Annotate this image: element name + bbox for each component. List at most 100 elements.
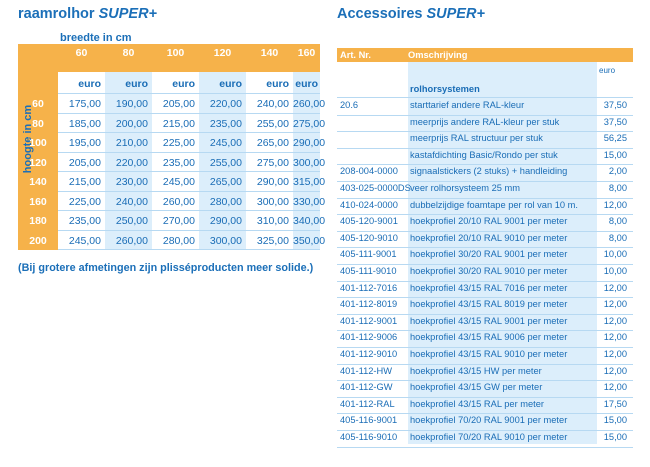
price-cell: 265,00 — [256, 137, 289, 149]
article-description: signaalstickers (2 stuks) + handleiding — [410, 166, 568, 177]
price-cell: 200,00 — [115, 117, 148, 130]
row-label-band — [38, 72, 58, 250]
price-cell: 220,00 — [115, 156, 148, 169]
accessories-header — [337, 48, 633, 62]
article-number: 405-120-9010 — [340, 232, 398, 243]
accessory-row: 405-116-9001 hoekprofiel 70/20 RAL 9001 p… — [337, 413, 633, 431]
price-cell: 240,00 — [115, 195, 148, 208]
article-price: 17,50 — [603, 398, 627, 409]
row-rule — [58, 171, 320, 172]
accessory-row: 401-112-GW hoekprofiel 43/15 GW per meter… — [337, 380, 633, 398]
accessory-row: 405-111-9010 hoekprofiel 30/20 RAL 9010 p… — [337, 264, 633, 282]
height-row-120: 120 — [29, 156, 47, 169]
article-number: 401-112-RAL — [340, 398, 395, 409]
euro-label: euro — [295, 78, 318, 90]
article-description: hoekprofiel 30/20 RAL 9010 per meter — [410, 266, 568, 276]
accessory-row: meerprijs andere RAL-kleur per stuk 37,50 — [337, 115, 633, 133]
article-number: 405-116-9010 — [340, 432, 398, 442]
article-description: hoekprofiel 20/10 RAL 9010 per meter — [410, 232, 568, 243]
width-col-160: 160 — [297, 47, 316, 59]
price-cell: 175,00 — [68, 98, 101, 110]
currency-label: euro — [599, 66, 616, 75]
price-cell: 245,00 — [209, 137, 242, 149]
col-artnr-header: Art. Nr. — [340, 50, 371, 60]
col-shade-3 — [293, 72, 320, 250]
height-row-80: 80 — [32, 117, 44, 130]
price-cell: 350,00 — [293, 234, 326, 247]
row-rule — [58, 210, 320, 211]
price-cell: 245,00 — [162, 176, 195, 188]
article-price: 10,00 — [603, 249, 627, 260]
height-row-180: 180 — [29, 215, 47, 227]
article-number: 401-112-9006 — [340, 332, 398, 343]
header-rule — [58, 93, 320, 94]
accessory-row: 20.6 starttarief andere RAL-kleur 37,50 — [337, 98, 633, 116]
article-price: 12,00 — [603, 299, 627, 310]
article-price: 37,50 — [603, 100, 627, 110]
article-description: hoekprofiel 43/15 RAL per meter — [410, 398, 545, 409]
article-description: hoekprofiel 43/15 HW per meter — [410, 365, 542, 376]
width-col-120: 120 — [213, 47, 232, 59]
width-label: breedte in cm — [60, 32, 132, 44]
article-price: 12,00 — [603, 332, 627, 343]
right-title-main: Accessoires — [337, 6, 427, 22]
article-number: 401-112-9010 — [340, 349, 398, 359]
price-cell: 230,00 — [115, 176, 148, 188]
section-label: rolhorsystemen — [410, 84, 480, 94]
accessory-row: 405-116-9010 hoekprofiel 70/20 RAL 9010 p… — [337, 430, 633, 448]
article-number: 410-024-0000 — [340, 199, 398, 210]
article-price: 8,00 — [608, 183, 627, 193]
accessory-row: 401-112-HW hoekprofiel 43/15 HW per meter… — [337, 364, 633, 382]
left-title-em: SUPER+ — [98, 6, 158, 22]
article-number: 401-112-7016 — [340, 282, 398, 293]
article-description: veer rolhorsysteem 25 mm — [410, 183, 521, 193]
article-description: starttarief andere RAL-kleur — [410, 100, 525, 110]
price-cell: 300,00 — [293, 156, 326, 169]
price-cell: 260,00 — [293, 98, 326, 110]
row-rule — [58, 112, 320, 114]
price-cell: 205,00 — [162, 98, 195, 110]
accessory-row: 410-024-0000 dubbelzijdige foamtape per r… — [337, 198, 633, 216]
price-cell: 300,00 — [256, 195, 289, 208]
price-table: breedte in cm hoogte in cm 60 euro 80 euro 1… — [18, 32, 326, 274]
euro-label: euro — [219, 78, 242, 90]
height-header-band — [18, 44, 38, 250]
price-cell: 265,00 — [209, 176, 242, 188]
article-description: meerprijs RAL structuur per stuk — [410, 133, 543, 144]
price-cell: 310,00 — [256, 215, 289, 227]
price-cell: 270,00 — [162, 215, 195, 227]
accessory-row: 208-004-0000 signaalstickers (2 stuks) + … — [337, 164, 633, 182]
article-number: 208-004-0000 — [340, 166, 398, 177]
article-price: 12,00 — [603, 382, 627, 393]
article-number: 405-111-9001 — [340, 249, 397, 260]
accessory-row: 401-112-9001 hoekprofiel 43/15 RAL 9001 p… — [337, 314, 633, 332]
euro-label: euro — [78, 78, 101, 90]
article-price: 12,00 — [603, 282, 627, 293]
article-description: hoekprofiel 43/15 RAL 7016 per meter — [410, 282, 568, 293]
row-rule — [58, 249, 320, 250]
accessory-row: 401-112-9010 hoekprofiel 43/15 RAL 9010 p… — [337, 347, 633, 365]
accessory-row: meerprijs RAL structuur per stuk 56,25 — [337, 131, 633, 149]
width-col-100: 100 — [166, 47, 185, 59]
price-cell: 245,00 — [68, 234, 101, 247]
price-cell: 330,00 — [293, 195, 326, 208]
price-cell: 215,00 — [68, 176, 101, 188]
height-row-100: 100 — [29, 137, 47, 149]
article-price: 12,00 — [603, 349, 627, 359]
article-price: 12,00 — [603, 199, 627, 210]
price-cell: 280,00 — [162, 234, 195, 247]
col-desc-header: Omschrijving — [408, 50, 468, 60]
col-shade-1 — [105, 72, 152, 250]
price-cell: 340,00 — [293, 215, 326, 227]
price-cell: 235,00 — [162, 156, 195, 169]
price-cell: 210,00 — [115, 137, 148, 149]
article-price: 8,00 — [608, 216, 627, 227]
accessory-row: kastafdichting Basic/Rondo per stuk 15,00 — [337, 148, 633, 166]
left-title: raamrolhor SUPER+ — [18, 6, 157, 22]
article-price: 56,25 — [603, 133, 627, 144]
euro-label: euro — [125, 78, 148, 90]
right-title: Accessoires SUPER+ — [337, 6, 485, 22]
accessory-row: 405-111-9001 hoekprofiel 30/20 RAL 9001 p… — [337, 247, 633, 265]
article-price: 15,00 — [603, 415, 627, 426]
price-cell: 290,00 — [293, 137, 326, 149]
